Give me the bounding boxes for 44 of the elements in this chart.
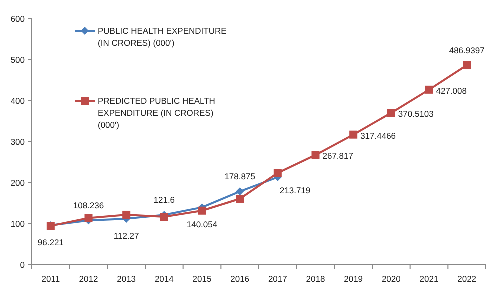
data-label: 267.817 [322,151,354,162]
y-tick-label: 200 [10,178,26,188]
x-tick-label: 2020 [382,274,402,284]
data-label: 427.008 [436,86,468,96]
y-tick-label: 100 [10,219,26,229]
y-tick-label: 600 [10,14,26,24]
data-label: 140.054 [186,220,218,230]
legend-label: PUBLIC HEALTH EXPENDITURE (IN CRORES) (000') [98,26,228,48]
data-label: 178.875 [224,172,256,182]
x-tick-label: 2014 [154,274,174,284]
x-tick-label: 2019 [344,274,364,284]
point [387,109,396,118]
y-tick-label: 500 [10,55,26,65]
legend-label: PREDICTED PUBLIC HEALTH EXPENDITURE (IN CRORES) (000') [98,96,216,130]
point [198,206,206,215]
data-label: 486.9397 [449,45,486,56]
y-tick-label: 300 [10,137,26,147]
data-label: 112.27 [114,230,140,241]
y-tick-label: 400 [10,96,26,106]
x-tick-label: 2015 [192,274,212,284]
data-label: 121.6 [154,195,176,206]
point [312,151,320,160]
point [84,214,93,222]
point [463,61,472,70]
x-tick-label: 2013 [117,274,136,284]
point [274,169,282,178]
y-tick-label: 0 [20,260,26,270]
x-tick-label: 2022 [458,274,477,284]
x-tick-label: 2018 [306,274,326,284]
data-label: 108.236 [73,200,104,211]
data-label: 213.719 [280,185,311,196]
x-tick-label: 2012 [79,274,98,284]
x-tick-label: 2011 [42,274,60,284]
data-label: 317.4466 [360,130,396,141]
x-tick-label: 2016 [230,274,250,284]
point [236,188,244,196]
point [236,194,244,203]
x-tick-label: 2017 [268,274,288,284]
point [350,130,358,139]
data-label: 370.5103 [398,109,434,120]
point [122,210,131,219]
x-tick-label: 2021 [420,274,439,284]
data-label: 96.221 [38,238,64,248]
point [425,86,434,94]
